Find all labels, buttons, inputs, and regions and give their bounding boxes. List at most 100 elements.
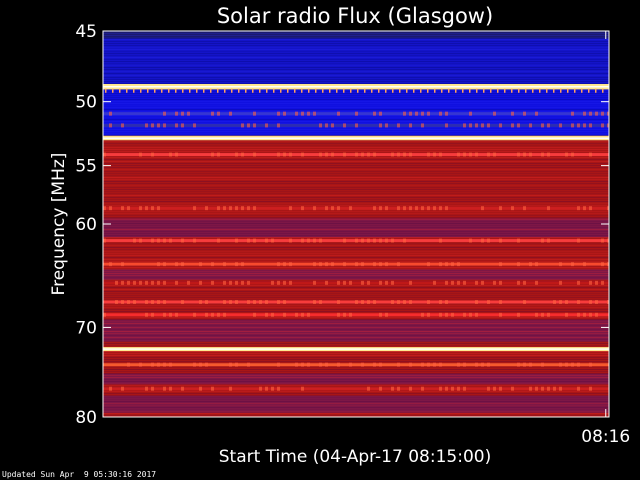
stripe-dot xyxy=(445,206,448,211)
texture-line xyxy=(103,121,609,122)
stripe-dot xyxy=(421,206,424,211)
stripe-dot xyxy=(403,111,406,116)
stripe-dot xyxy=(133,280,136,285)
texture-line xyxy=(103,337,609,338)
stripe-dot xyxy=(487,123,490,128)
stripe-dot xyxy=(247,238,250,243)
updated-timestamp: Updated Sun Apr 9 05:30:16 2017 xyxy=(2,470,157,479)
stripe-dot xyxy=(391,300,394,305)
stripe-dot xyxy=(601,123,604,128)
stripe-dot xyxy=(349,312,352,317)
texture-line xyxy=(103,371,609,372)
stripe-dot xyxy=(199,280,202,285)
texture-line xyxy=(103,399,609,400)
stripe-dot xyxy=(313,300,316,305)
stripe-dot xyxy=(145,386,148,391)
stripe-dot xyxy=(277,300,280,305)
texture-line xyxy=(103,37,609,38)
stripe-dot xyxy=(559,300,562,305)
stripe-dot xyxy=(235,238,238,243)
stripe-dot xyxy=(163,386,166,391)
stripe-dot xyxy=(103,312,106,317)
stripe-dot xyxy=(547,238,550,243)
stripe-dot xyxy=(331,123,334,128)
stripe-dot xyxy=(379,238,382,243)
stripe-dot xyxy=(403,300,406,305)
texture-line xyxy=(103,271,609,272)
emission-stripe xyxy=(103,313,609,317)
stripe-dot xyxy=(331,206,334,211)
texture-line xyxy=(103,217,609,218)
y-tick-label: 45 xyxy=(75,22,97,42)
stripe-dot xyxy=(301,386,304,391)
texture-line xyxy=(103,307,609,308)
stripe-dot xyxy=(343,262,346,267)
stripe-dot xyxy=(163,362,166,367)
stripe-dot xyxy=(205,300,208,305)
texture-line xyxy=(103,323,609,324)
burst-tick xyxy=(280,88,282,93)
stripe-dot xyxy=(217,238,220,243)
y-tick-label: 70 xyxy=(75,318,97,338)
stripe-dot xyxy=(493,280,496,285)
stripe-dot xyxy=(487,152,490,157)
stripe-dot xyxy=(439,238,442,243)
stripe-dot xyxy=(523,111,526,116)
stripe-dot xyxy=(559,386,562,391)
stripe-dot xyxy=(535,111,538,116)
stripe-dot xyxy=(145,280,148,285)
texture-line xyxy=(103,39,609,40)
texture-line xyxy=(103,213,609,214)
stripe-dot xyxy=(361,262,364,267)
burst-tick xyxy=(427,88,429,93)
stripe-dot xyxy=(451,312,454,317)
burst-tick xyxy=(434,88,436,93)
texture-line xyxy=(103,291,609,292)
dim-region xyxy=(103,373,609,385)
texture-line xyxy=(103,81,609,82)
stripe-dot xyxy=(211,111,214,116)
burst-tick xyxy=(525,88,527,93)
stripe-dot xyxy=(409,123,412,128)
stripe-dot xyxy=(115,300,118,305)
stripe-dot xyxy=(523,280,526,285)
spectrogram-image xyxy=(103,31,609,417)
texture-line xyxy=(103,325,609,326)
stripe-dot xyxy=(313,111,316,116)
stripe-dot xyxy=(379,362,382,367)
stripe-dot xyxy=(481,362,484,367)
emission-stripe xyxy=(103,281,609,285)
stripe-dot xyxy=(211,280,214,285)
texture-line xyxy=(103,401,609,402)
stripe-dot xyxy=(439,312,442,317)
stripe-dot xyxy=(127,206,130,211)
burst-tick xyxy=(147,88,149,93)
burst-tick xyxy=(462,88,464,93)
stripe-dot xyxy=(121,300,124,305)
stripe-dot xyxy=(541,123,544,128)
stripe-dot xyxy=(193,362,196,367)
stripe-dot xyxy=(385,123,388,128)
stripe-dot xyxy=(349,280,352,285)
stripe-dot xyxy=(175,152,178,157)
texture-line xyxy=(103,289,609,290)
burst-tick xyxy=(455,88,457,93)
texture-line xyxy=(103,145,609,146)
stripe-dot xyxy=(241,206,244,211)
stripe-dot xyxy=(265,123,268,128)
stripe-dot xyxy=(529,123,532,128)
stripe-dot xyxy=(199,386,202,391)
stripe-dot xyxy=(277,123,280,128)
texture-line xyxy=(103,411,609,412)
stripe-dot xyxy=(181,111,184,116)
stripe-dot xyxy=(313,238,316,243)
plot-area xyxy=(102,30,610,418)
stripe-dot xyxy=(487,386,490,391)
stripe-dot xyxy=(517,312,520,317)
texture-line xyxy=(103,227,609,228)
stripe-dot xyxy=(511,386,514,391)
stripe-dot xyxy=(283,312,286,317)
texture-line xyxy=(103,335,609,336)
frequency-band xyxy=(103,38,609,85)
stripe-dot xyxy=(295,362,298,367)
